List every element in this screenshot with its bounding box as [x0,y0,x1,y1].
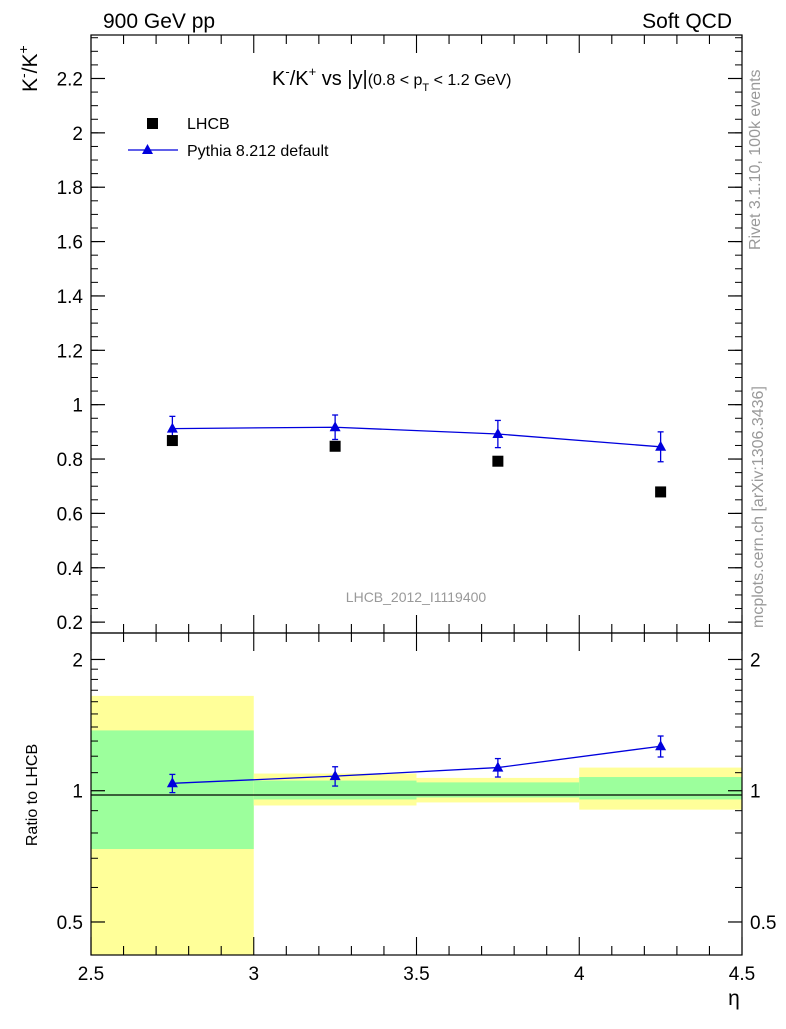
main-ytick-label: 0.4 [57,559,84,580]
lhcb-point [166,435,178,447]
ratio-xtick-label: 3 [248,964,259,985]
lhcb-point [655,486,667,498]
main-ytick-label: 2.2 [57,69,83,90]
main-ytick-label: 0.6 [57,504,83,525]
main-ylabel-k: K [19,78,42,92]
pythia-point [166,422,178,433]
ratio-ytick-label-left: 0.5 [57,913,83,934]
main-title-cut-sub: T [422,82,429,94]
ratio-panel: 0.5 0.5 1 1 2 2 2.5 3 3.5 4 4.5 Ratio to LHCB η [24,632,777,1010]
main-title-cut-open: (0.8 < p [368,72,423,89]
main-ytick-label: 0.2 [57,613,83,634]
legend-marker-pythia [142,144,153,154]
ratio-bands [91,695,742,955]
main-xticks [90,35,743,633]
ratio-pythia-point [166,777,178,788]
main-ylabel-sup2: + [15,45,31,53]
main-ylabel: K-/K+ [15,45,42,92]
main-ytick-label: 2 [72,124,83,145]
mcplots-label: mcplots.cern.ch [arXiv:1306.3436] [750,386,767,628]
pythia-point [329,421,341,432]
legend-marker-lhcb [147,118,158,129]
main-title-sup2: + [309,64,317,79]
main-ylabel-sup1: - [15,73,31,78]
ratio-ytick-label-left: 2 [72,650,83,671]
main-ylabel-mid: /K [19,53,42,73]
main-yticks: 0.2 0.4 0.6 0.8 1 1.2 1.4 1.6 1.8 2 2.2 [57,37,742,634]
pythia-point [655,440,667,451]
main-ytick-label: 1.4 [57,287,84,308]
rivet-label: Rivet 3.1.10, 100k events [747,69,764,250]
main-marks [166,414,667,498]
ratio-ytick-label-left: 1 [72,782,83,803]
pythia-point [492,428,504,439]
main-title: K-/K+ vs |y|(0.8 < pT < 1.2 GeV) [272,64,511,94]
main-ytick-label: 0.8 [57,450,83,471]
ratio-band-green [416,782,580,798]
ratio-pythia-line [172,745,661,784]
ratio-pythia-point [329,770,341,781]
ratio-pythia-point [655,740,667,751]
lhcb-point [329,440,341,452]
main-title-vs: vs |y| [316,68,368,90]
main-title-mid: /K [290,68,310,90]
main-title-sup1: - [285,64,289,79]
ratio-marks [166,735,667,794]
main-title-k: K [272,68,286,90]
main-ytick-label: 1.6 [57,233,83,254]
main-ytick-label: 1 [72,396,83,417]
ratio-ylabel: Ratio to LHCB [24,744,41,846]
header-right-label: Soft QCD [642,10,732,33]
header-left-label: 900 GeV pp [103,10,215,33]
main-ytick-label: 1.8 [57,178,83,199]
main-title-cut-close: < 1.2 GeV) [429,72,511,89]
main-panel: LHCB_2012_I1119400 K-/K+ vs |y|(0.8 < pT… [15,34,743,634]
ratio-ytick-label-right: 2 [750,650,761,671]
ratio-xtick-label: 3.5 [403,964,429,985]
legend-label-pythia: Pythia 8.212 default [187,143,329,160]
ratio-ytick-label-right: 1 [750,782,761,803]
legend-label-lhcb: LHCB [187,116,230,133]
legend: LHCB Pythia 8.212 default [128,116,329,160]
lhcb-point [492,455,504,467]
ratio-band-green [579,777,742,800]
ratio-xtick-label: 4.5 [729,964,755,985]
analysis-watermark: LHCB_2012_I1119400 [346,589,487,605]
ratio-frame [90,632,743,956]
ratio-xtick-label: 2.5 [78,964,104,985]
ratio-yticks: 0.5 0.5 1 1 2 2 [57,650,777,934]
ratio-xtick-label: 4 [574,964,585,985]
ratio-pythia-point [492,761,504,772]
main-ytick-label: 1.2 [57,341,83,362]
ratio-ytick-label-right: 0.5 [750,913,776,934]
ratio-xlabel: η [728,987,740,1010]
pythia-line [172,426,661,448]
